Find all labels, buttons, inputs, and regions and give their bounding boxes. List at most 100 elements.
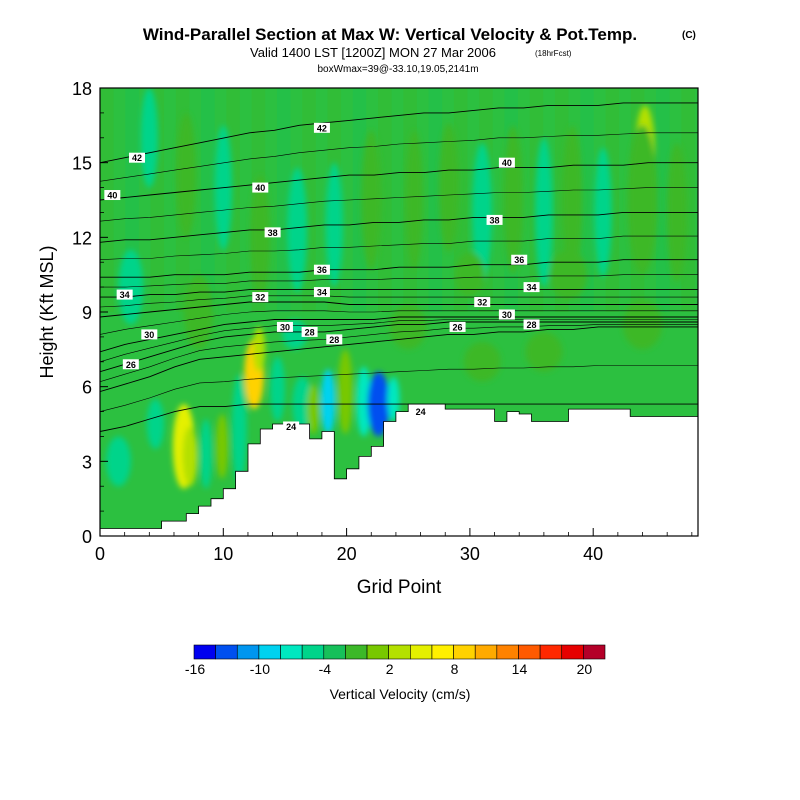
- contour-label-text: 34: [317, 288, 327, 298]
- theta-contour-intermediate: [100, 295, 698, 308]
- x-tick-label: 0: [95, 544, 105, 564]
- contour-label-text: 34: [527, 283, 537, 293]
- colorbar-swatch: [258, 644, 281, 660]
- velocity-band: [656, 88, 670, 312]
- velocity-cell: [320, 369, 336, 434]
- terrain-mask: [100, 403, 698, 536]
- theta-contour-intermediate: [100, 365, 698, 412]
- velocity-cell: [199, 419, 213, 489]
- contour-label: 30: [276, 321, 293, 332]
- chart-title: Wind-Parallel Section at Max W: Vertical…: [143, 25, 637, 44]
- contour-label: 36: [313, 264, 330, 275]
- contour-label: 34: [523, 282, 540, 293]
- contour-label: 34: [116, 289, 133, 300]
- colorbar-swatch: [431, 644, 454, 660]
- contour-label-text: 28: [527, 320, 537, 330]
- theta-contour-38: [100, 211, 698, 243]
- contour-label-text: 34: [120, 290, 130, 300]
- contour-label-text: 30: [502, 310, 512, 320]
- contour-label: 40: [498, 157, 515, 168]
- velocity-cell: [472, 142, 493, 283]
- velocity-cell: [182, 426, 198, 487]
- contour-label-text: 36: [514, 255, 524, 265]
- colorbar-tick-label: 20: [577, 661, 593, 677]
- colorbar: -16 -10 -4 2 8 14 20: [185, 644, 606, 677]
- contour-label: 34: [313, 287, 330, 298]
- contour-label-text: 36: [317, 265, 327, 275]
- x-tick-label: 20: [337, 544, 357, 564]
- y-tick-label: 9: [82, 303, 92, 323]
- velocity-cell: [307, 384, 320, 434]
- colorbar-label: Vertical Velocity (cm/s): [330, 686, 471, 702]
- contour-label: 28: [523, 319, 540, 330]
- velocity-cell: [356, 366, 372, 437]
- contour-label: 38: [486, 214, 503, 225]
- contour-label: 42: [313, 122, 330, 133]
- contour-label-text: 28: [305, 327, 315, 337]
- contour-label-text: 32: [255, 293, 265, 303]
- theta-contour-24: [100, 403, 698, 432]
- colorbar-swatch: [366, 644, 389, 660]
- colorbar-tick-label: -10: [250, 661, 270, 677]
- theta-contour-30: [100, 316, 698, 353]
- terrain-layer: [100, 403, 698, 536]
- colorbar-swatch: [410, 644, 433, 660]
- colorbar-swatch: [496, 644, 519, 660]
- colorbar-swatch: [193, 644, 216, 660]
- colorbar-tick-label: -16: [185, 661, 205, 677]
- contour-label-text: 38: [490, 215, 500, 225]
- contour-label: 32: [474, 297, 491, 308]
- chart-subtitle-2: boxWmax=39@-33.10,19.05,2141m: [317, 64, 478, 75]
- theta-contour-intermediate: [100, 132, 698, 182]
- contour-label: 30: [141, 329, 158, 340]
- colorbar-swatch: [236, 644, 260, 660]
- colorbar-swatch: [215, 644, 238, 660]
- theta-contour-36: [100, 259, 698, 278]
- contour-label-text: 26: [453, 322, 463, 332]
- contour-label: 30: [498, 309, 515, 320]
- theta-contour-28: [100, 321, 698, 373]
- colorbar-swatch: [561, 644, 584, 660]
- velocity-cell: [503, 125, 523, 275]
- contour-label: 28: [301, 326, 318, 337]
- y-tick-label: 15: [72, 154, 92, 174]
- colorbar-tick-label: 14: [512, 661, 528, 677]
- velocity-cell: [250, 175, 271, 300]
- velocity-cell: [525, 331, 563, 372]
- colorbar-tick-label: 8: [451, 661, 459, 677]
- x-axis-label: Grid Point: [357, 577, 442, 598]
- theta-contour-intermediate: [100, 319, 698, 363]
- velocity-band: [580, 88, 594, 312]
- contour-label: 26: [449, 321, 466, 332]
- colorbar-swatch: [388, 644, 411, 660]
- contour-label-text: 40: [107, 191, 117, 201]
- velocity-band: [681, 88, 695, 312]
- colorbar-swatch: [301, 644, 325, 660]
- velocity-cell: [455, 252, 485, 298]
- plot-area: 24 24 26 26 28 28 28 30 30 30 32 32 34 34 34 36 36 38 38 40…: [100, 88, 698, 536]
- contour-label: 24: [412, 406, 429, 417]
- y-tick-label: 18: [72, 79, 92, 99]
- colorbar-swatch: [539, 644, 563, 660]
- chart-subtitle-note: (18hrFcst): [535, 49, 572, 58]
- colorbar-swatch: [583, 644, 606, 660]
- velocity-band: [352, 88, 367, 312]
- contour-label: 38: [264, 227, 281, 238]
- colorbar-swatch: [280, 644, 303, 660]
- velocity-cell: [231, 374, 247, 484]
- theta-contour-42: [100, 102, 698, 164]
- velocity-cell: [252, 326, 266, 372]
- velocity-cell: [387, 376, 400, 422]
- x-tick-label: 10: [213, 544, 233, 564]
- y-tick-label: 0: [82, 527, 92, 547]
- velocity-cell: [106, 436, 131, 487]
- velocity-cell: [183, 274, 214, 350]
- contour-label: 32: [252, 292, 269, 303]
- velocity-cell: [146, 399, 165, 449]
- velocity-cell: [176, 112, 197, 238]
- theta-contour-intermediate: [100, 310, 698, 335]
- velocity-band: [428, 88, 443, 312]
- contour-label-text: 24: [286, 422, 296, 432]
- velocity-cell: [270, 356, 285, 422]
